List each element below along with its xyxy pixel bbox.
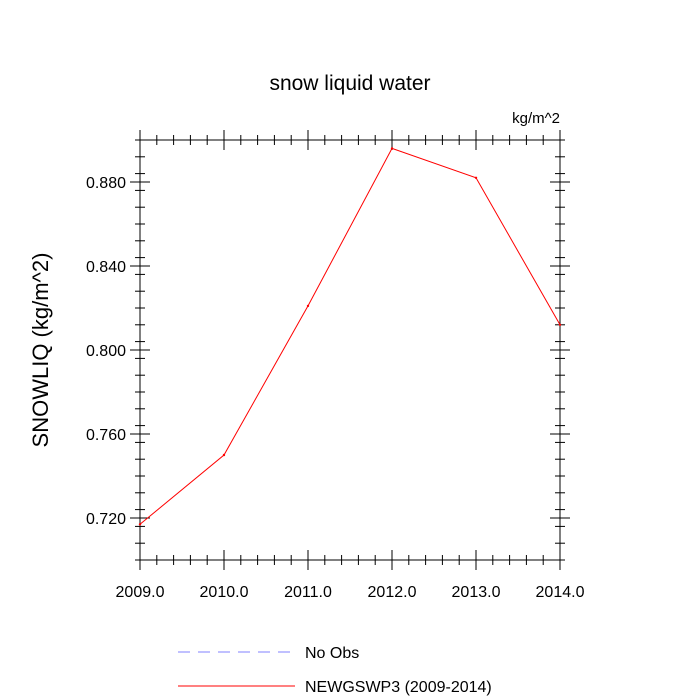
data-point xyxy=(558,323,562,326)
legend: No Obs NEWGSWP3 (2009-2014) xyxy=(178,645,492,696)
data-point xyxy=(306,304,310,308)
legend-label: No Obs xyxy=(305,645,359,662)
chart-title: snow liquid water xyxy=(269,72,430,95)
series-group xyxy=(138,147,562,526)
axes: 0.720 0.760 0.800 0.840 0.880 2009.0 2010.0 201… xyxy=(86,130,585,601)
y-tick-label: 0.880 xyxy=(86,175,126,192)
x-tick-label: 2013.0 xyxy=(452,584,501,601)
y-tick-label: 0.840 xyxy=(86,259,126,276)
series-line xyxy=(139,147,561,525)
data-point xyxy=(474,176,478,179)
plot-frame xyxy=(139,139,561,561)
data-point xyxy=(222,453,226,457)
x-tick-label: 2014.0 xyxy=(536,584,585,601)
data-point xyxy=(138,523,142,526)
y-tick-label: 0.720 xyxy=(86,511,126,528)
y-axis-label: SNOWLIQ (kg/m^2) xyxy=(28,253,53,448)
x-tick-label: 2010.0 xyxy=(200,584,249,601)
x-tick-label: 2012.0 xyxy=(368,584,417,601)
y-tick-label: 0.760 xyxy=(86,427,126,444)
legend-label: NEWGSWP3 (2009-2014) xyxy=(305,679,492,696)
x-tick-label: 2011.0 xyxy=(284,584,332,601)
units-label: kg/m^2 xyxy=(512,110,560,127)
x-tick-label: 2009.0 xyxy=(116,584,165,601)
data-point xyxy=(390,147,394,150)
y-tick-label: 0.800 xyxy=(86,343,126,360)
